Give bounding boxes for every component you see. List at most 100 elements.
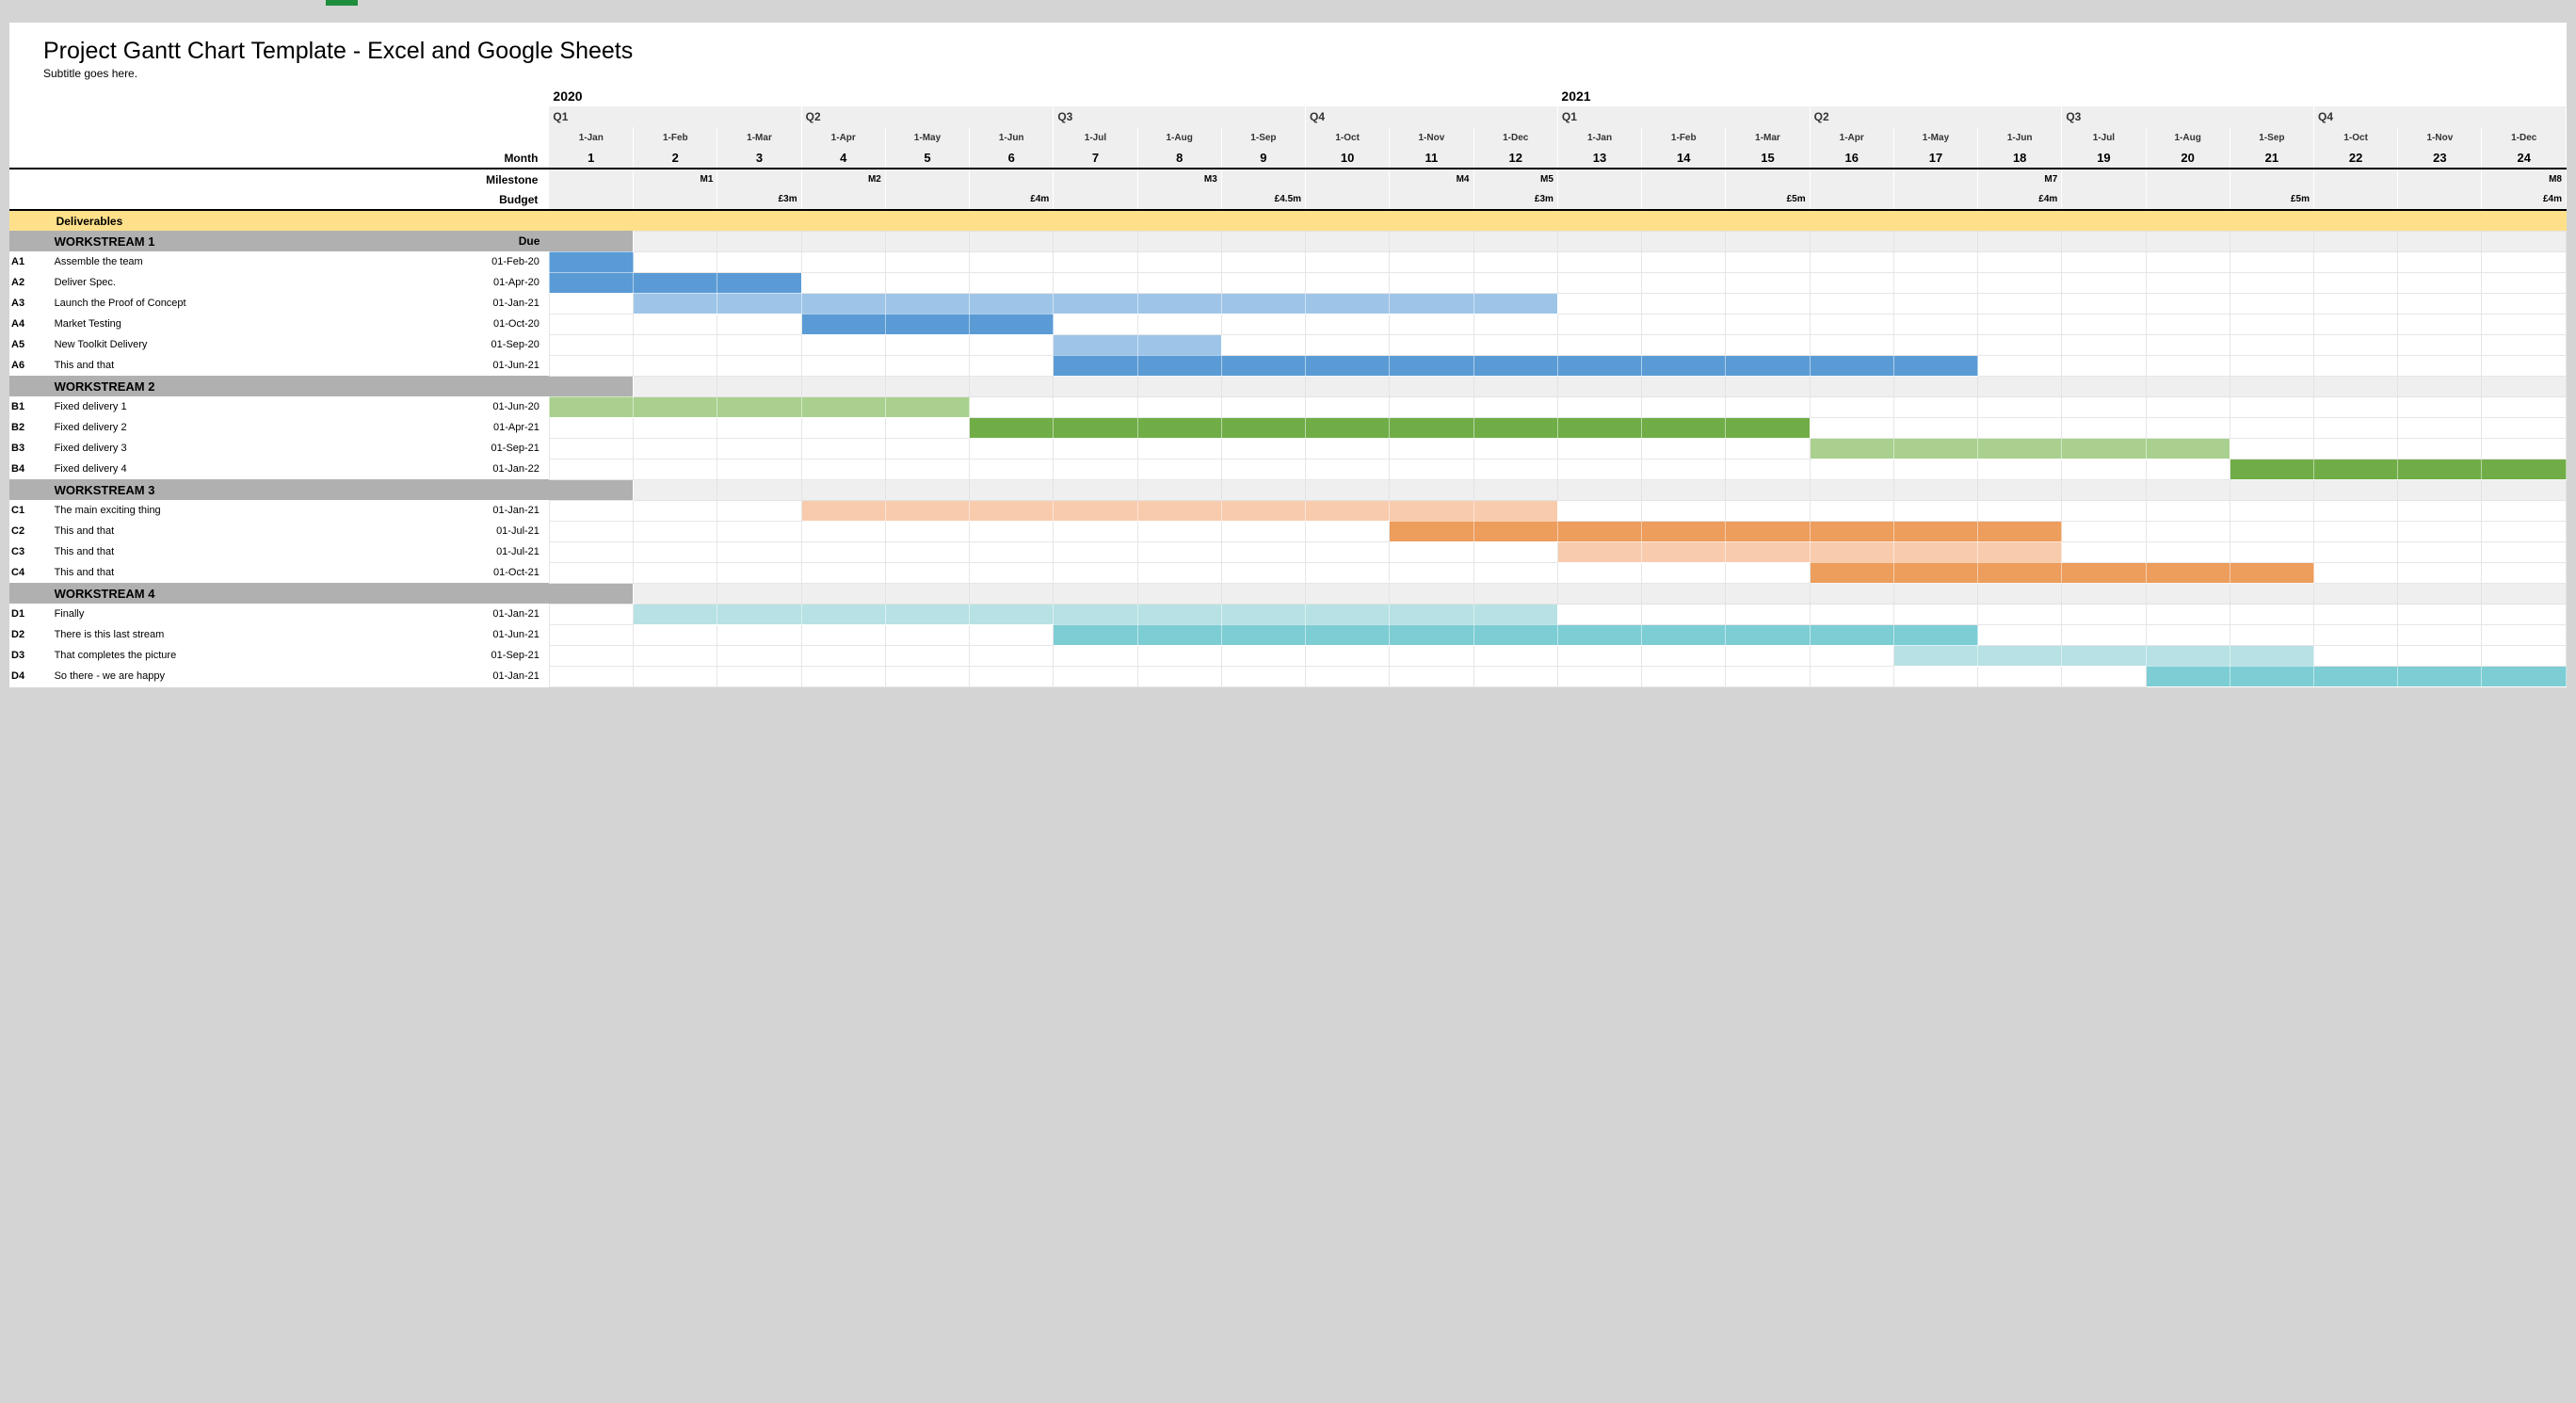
gantt-cell[interactable]	[1893, 541, 1977, 562]
gantt-cell[interactable]	[801, 438, 885, 459]
gantt-cell[interactable]	[1978, 645, 2062, 666]
gantt-cell[interactable]	[1557, 541, 1641, 562]
gantt-cell[interactable]	[549, 334, 633, 355]
gantt-cell[interactable]	[1726, 334, 1810, 355]
gantt-cell[interactable]	[1726, 541, 1810, 562]
gantt-cell[interactable]	[1726, 355, 1810, 376]
gantt-cell[interactable]	[970, 417, 1054, 438]
gantt-cell[interactable]	[2482, 604, 2567, 624]
gantt-cell[interactable]	[2482, 438, 2567, 459]
gantt-cell[interactable]	[2062, 355, 2146, 376]
gantt-cell[interactable]	[1726, 272, 1810, 293]
gantt-cell[interactable]	[1642, 666, 1726, 686]
gantt-cell[interactable]	[1137, 355, 1221, 376]
gantt-cell[interactable]	[2482, 459, 2567, 479]
gantt-cell[interactable]	[1390, 314, 1473, 334]
gantt-cell[interactable]	[1810, 438, 1893, 459]
gantt-cell[interactable]	[885, 438, 969, 459]
gantt-cell[interactable]	[885, 459, 969, 479]
gantt-cell[interactable]	[717, 272, 801, 293]
gantt-cell[interactable]	[885, 666, 969, 686]
gantt-cell[interactable]	[1054, 666, 1137, 686]
gantt-cell[interactable]	[549, 459, 633, 479]
gantt-cell[interactable]	[2062, 334, 2146, 355]
gantt-cell[interactable]	[1726, 562, 1810, 583]
gantt-cell[interactable]	[2230, 459, 2313, 479]
gantt-cell[interactable]	[717, 624, 801, 645]
gantt-cell[interactable]	[1306, 334, 1390, 355]
gantt-cell[interactable]	[549, 521, 633, 541]
gantt-cell[interactable]	[970, 624, 1054, 645]
gantt-cell[interactable]	[2482, 396, 2567, 417]
gantt-cell[interactable]	[634, 396, 717, 417]
gantt-cell[interactable]	[2062, 396, 2146, 417]
gantt-cell[interactable]	[2146, 666, 2230, 686]
gantt-cell[interactable]	[2482, 521, 2567, 541]
gantt-cell[interactable]	[801, 417, 885, 438]
gantt-cell[interactable]	[1893, 438, 1977, 459]
gantt-cell[interactable]	[801, 500, 885, 521]
gantt-cell[interactable]	[1054, 251, 1137, 272]
gantt-cell[interactable]	[717, 355, 801, 376]
gantt-cell[interactable]	[2230, 562, 2313, 583]
gantt-cell[interactable]	[1893, 334, 1977, 355]
gantt-cell[interactable]	[1557, 459, 1641, 479]
gantt-cell[interactable]	[2482, 355, 2567, 376]
gantt-cell[interactable]	[549, 417, 633, 438]
gantt-cell[interactable]	[1137, 604, 1221, 624]
gantt-cell[interactable]	[1221, 293, 1305, 314]
gantt-cell[interactable]	[1978, 293, 2062, 314]
gantt-cell[interactable]	[2314, 396, 2398, 417]
gantt-cell[interactable]	[717, 334, 801, 355]
gantt-cell[interactable]	[1221, 500, 1305, 521]
gantt-cell[interactable]	[2146, 500, 2230, 521]
gantt-cell[interactable]	[1306, 521, 1390, 541]
gantt-cell[interactable]	[1978, 438, 2062, 459]
gantt-cell[interactable]	[970, 562, 1054, 583]
gantt-cell[interactable]	[2398, 272, 2482, 293]
gantt-cell[interactable]	[1978, 541, 2062, 562]
gantt-cell[interactable]	[1221, 666, 1305, 686]
gantt-cell[interactable]	[2230, 355, 2313, 376]
gantt-cell[interactable]	[1978, 666, 2062, 686]
gantt-cell[interactable]	[2230, 293, 2313, 314]
gantt-cell[interactable]	[1306, 604, 1390, 624]
gantt-cell[interactable]	[2482, 541, 2567, 562]
gantt-cell[interactable]	[2146, 355, 2230, 376]
gantt-cell[interactable]	[970, 541, 1054, 562]
gantt-cell[interactable]	[2146, 334, 2230, 355]
gantt-cell[interactable]	[1726, 314, 1810, 334]
gantt-cell[interactable]	[1473, 272, 1557, 293]
gantt-cell[interactable]	[717, 604, 801, 624]
gantt-cell[interactable]	[885, 355, 969, 376]
gantt-cell[interactable]	[2482, 562, 2567, 583]
gantt-cell[interactable]	[1557, 251, 1641, 272]
gantt-cell[interactable]	[1137, 624, 1221, 645]
gantt-cell[interactable]	[885, 562, 969, 583]
gantt-cell[interactable]	[2062, 417, 2146, 438]
gantt-cell[interactable]	[1473, 438, 1557, 459]
gantt-cell[interactable]	[1642, 645, 1726, 666]
gantt-cell[interactable]	[1893, 251, 1977, 272]
gantt-cell[interactable]	[549, 396, 633, 417]
gantt-cell[interactable]	[2062, 645, 2146, 666]
gantt-cell[interactable]	[885, 521, 969, 541]
gantt-cell[interactable]	[1137, 314, 1221, 334]
gantt-cell[interactable]	[970, 645, 1054, 666]
gantt-cell[interactable]	[1978, 624, 2062, 645]
gantt-cell[interactable]	[1893, 624, 1977, 645]
gantt-cell[interactable]	[1726, 624, 1810, 645]
gantt-cell[interactable]	[1306, 645, 1390, 666]
gantt-cell[interactable]	[1726, 604, 1810, 624]
gantt-cell[interactable]	[1978, 521, 2062, 541]
gantt-cell[interactable]	[1054, 438, 1137, 459]
gantt-cell[interactable]	[2398, 334, 2482, 355]
gantt-cell[interactable]	[1978, 272, 2062, 293]
gantt-cell[interactable]	[634, 521, 717, 541]
gantt-cell[interactable]	[1978, 562, 2062, 583]
gantt-cell[interactable]	[2482, 272, 2567, 293]
gantt-cell[interactable]	[1390, 293, 1473, 314]
gantt-cell[interactable]	[634, 541, 717, 562]
gantt-cell[interactable]	[1893, 396, 1977, 417]
gantt-cell[interactable]	[1642, 604, 1726, 624]
